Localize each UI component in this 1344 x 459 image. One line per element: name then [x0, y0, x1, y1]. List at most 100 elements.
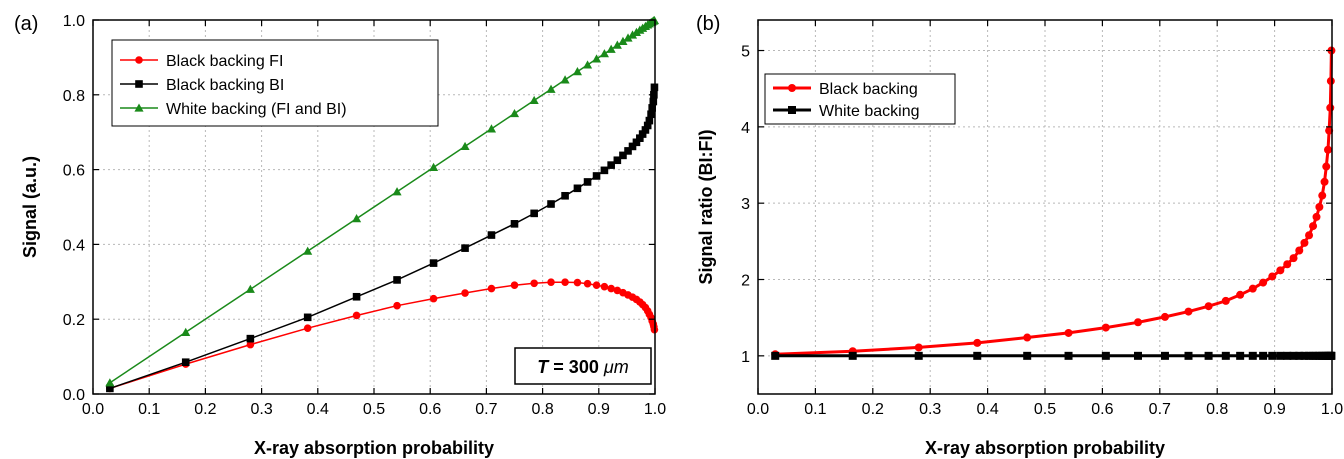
data-point	[461, 244, 469, 252]
data-point	[592, 172, 601, 180]
data-point	[619, 151, 627, 160]
y-tick-label: 0.8	[63, 88, 85, 105]
data-point	[1184, 307, 1193, 316]
data-point	[352, 311, 361, 320]
legend-entry: Black backing BI	[120, 77, 284, 94]
thickness-annotation: T = 300 μm	[514, 347, 652, 385]
data-point	[560, 75, 570, 84]
x-tick-label: 0.7	[1149, 401, 1171, 418]
data-point	[624, 147, 632, 155]
data-point	[429, 294, 438, 303]
x-tick-label: 0.6	[419, 401, 441, 418]
data-point	[583, 279, 592, 288]
data-point	[245, 284, 255, 293]
data-point	[1236, 290, 1245, 299]
data-point	[973, 351, 982, 360]
y-tick-label: 0.4	[63, 237, 85, 254]
data-point	[530, 209, 538, 218]
data-point	[547, 278, 555, 286]
x-tick-label: 0.1	[804, 401, 826, 418]
data-point	[1276, 266, 1285, 275]
data-point	[1023, 333, 1032, 342]
legend-label: White backing	[819, 103, 920, 120]
data-point	[461, 289, 469, 297]
data-point	[1305, 351, 1314, 360]
data-point	[1160, 351, 1169, 360]
data-point	[848, 351, 857, 360]
data-point	[1326, 77, 1335, 86]
annotation-text: T = 300 μm	[537, 357, 628, 377]
legend-label: Black backing	[819, 81, 918, 98]
data-point	[623, 33, 633, 42]
data-point	[1276, 351, 1285, 360]
x-axis-label-b: X-ray absorption probability	[925, 438, 1165, 458]
y-tick-label: 0.6	[63, 163, 85, 180]
data-point	[303, 313, 312, 322]
data-point	[1221, 351, 1230, 360]
data-point	[1283, 260, 1292, 269]
data-point	[1248, 284, 1257, 293]
legend-marker	[134, 103, 144, 112]
data-point	[487, 231, 496, 239]
data-point	[1295, 246, 1304, 255]
data-point	[1259, 351, 1268, 360]
y-tick-label: 2	[741, 273, 750, 290]
data-point	[1300, 351, 1309, 360]
data-point	[1023, 351, 1032, 360]
panel-b: 0.0 0.1 0.2 0.3 0.4 0.5 0.6 0.7 0.8 0.9 1.0 1 2 3 4 5 (…	[696, 13, 1343, 458]
x-tick-label: 0.4	[976, 401, 998, 418]
data-point	[618, 36, 628, 45]
legend-box-b	[764, 73, 956, 125]
data-point	[1309, 222, 1318, 231]
x-tick-label: 1.0	[644, 401, 666, 418]
data-point	[303, 324, 312, 332]
data-point	[105, 378, 115, 387]
data-point	[592, 281, 601, 289]
data-point	[632, 138, 641, 147]
data-point	[1323, 145, 1332, 154]
data-point	[1259, 278, 1268, 287]
data-point	[591, 54, 602, 63]
data-point	[546, 84, 556, 93]
panel-a: 0.0 0.1 0.2 0.3 0.4 0.5 0.6 0.7 0.8 0.9 1.0 0.0 0.2 0…	[14, 13, 666, 458]
data-point	[573, 184, 582, 193]
data-point	[510, 220, 519, 228]
data-point	[529, 95, 539, 105]
data-point	[561, 191, 569, 200]
data-point	[645, 116, 654, 125]
data-point	[636, 134, 644, 142]
series-b-1	[771, 46, 1336, 359]
data-point	[914, 351, 923, 360]
x-tick-label: 0.2	[862, 401, 884, 418]
data-point	[1322, 162, 1331, 171]
x-tick-label: 0.8	[1206, 401, 1228, 418]
legend-entry: White backing	[773, 103, 920, 120]
legend-entries-a: Black backing FI Black backing BI White ba…	[120, 53, 347, 118]
data-point	[246, 334, 255, 343]
data-point	[1133, 351, 1142, 360]
data-point	[1325, 126, 1334, 135]
data-point	[1133, 318, 1142, 327]
data-point	[1184, 351, 1193, 360]
data-point	[572, 67, 583, 76]
x-tick-label: 0.2	[194, 401, 216, 418]
data-point	[914, 343, 923, 352]
data-point	[643, 121, 652, 130]
annotation-box	[514, 347, 652, 385]
data-point	[1318, 191, 1327, 200]
data-point	[1326, 103, 1335, 112]
data-point	[599, 49, 609, 58]
annotation-var: T	[537, 357, 550, 377]
y-axis-label-a: Signal (a.u.)	[20, 156, 40, 258]
data-point	[641, 126, 650, 134]
legend-b: Black backing White backing	[764, 73, 956, 125]
x-tick-label: 0.7	[475, 401, 497, 418]
data-point	[1268, 272, 1277, 281]
data-point	[606, 44, 616, 53]
data-point	[487, 284, 496, 293]
x-tick-label: 0.5	[1034, 401, 1056, 418]
data-point	[1064, 351, 1073, 360]
data-point	[1283, 351, 1292, 360]
data-point	[303, 246, 313, 255]
